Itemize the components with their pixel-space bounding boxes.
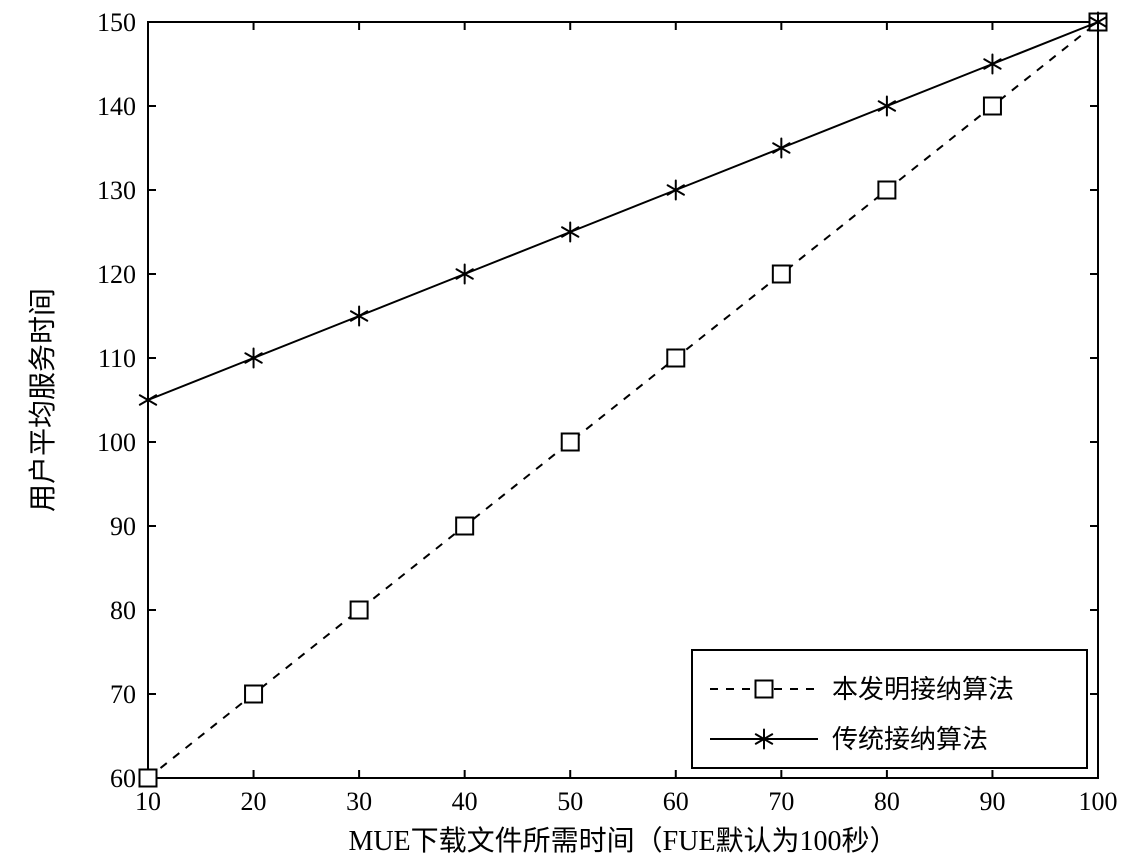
- svg-text:110: 110: [98, 344, 136, 373]
- svg-text:10: 10: [135, 787, 161, 816]
- x-axis-label: MUE下载文件所需时间（FUE默认为100秒）: [348, 825, 897, 857]
- svg-text:70: 70: [110, 680, 136, 709]
- svg-text:70: 70: [768, 787, 794, 816]
- legend: 本发明接纳算法传统接纳算法: [692, 650, 1087, 768]
- svg-text:50: 50: [557, 787, 583, 816]
- svg-text:90: 90: [110, 512, 136, 541]
- svg-text:80: 80: [110, 596, 136, 625]
- y-axis-label: 用户平均服务时间: [27, 288, 59, 512]
- svg-text:30: 30: [346, 787, 372, 816]
- chart-svg: 10 20 30 40 50 60 70 80 90 100 60 70 80 90 100 110 120 13…: [0, 0, 1139, 866]
- svg-text:150: 150: [97, 8, 136, 37]
- svg-text:60: 60: [110, 764, 136, 793]
- svg-text:40: 40: [452, 787, 478, 816]
- legend-label-1: 传统接纳算法: [832, 725, 988, 754]
- svg-text:60: 60: [663, 787, 689, 816]
- svg-text:90: 90: [979, 787, 1005, 816]
- svg-text:140: 140: [97, 92, 136, 121]
- svg-text:80: 80: [874, 787, 900, 816]
- legend-label-0: 本发明接纳算法: [832, 675, 1014, 704]
- svg-text:120: 120: [97, 260, 136, 289]
- svg-text:130: 130: [97, 176, 136, 205]
- svg-text:100: 100: [97, 428, 136, 457]
- chart-container: 10 20 30 40 50 60 70 80 90 100 60 70 80 90 100 110 120 13…: [0, 0, 1139, 866]
- svg-text:100: 100: [1079, 787, 1118, 816]
- svg-text:20: 20: [241, 787, 267, 816]
